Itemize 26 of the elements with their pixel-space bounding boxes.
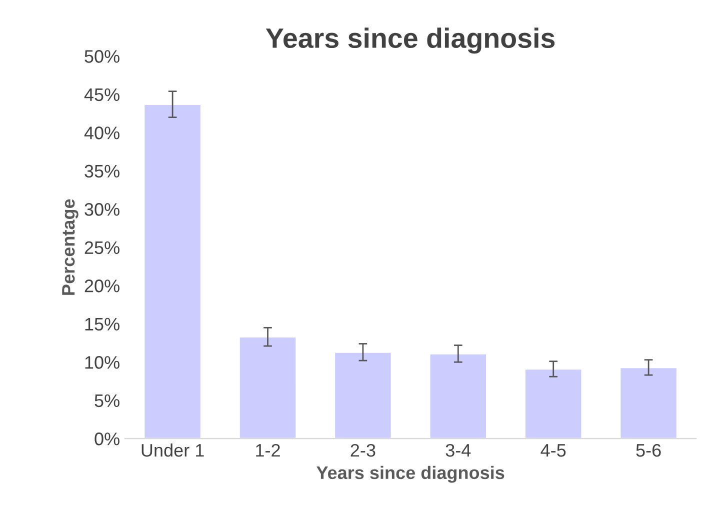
chart-title: Years since diagnosis xyxy=(266,28,555,54)
x-tick-label: 2-3 xyxy=(350,444,376,457)
y-tick-label: 10% xyxy=(85,356,120,369)
y-tick-label: 15% xyxy=(85,318,120,331)
x-tick-label: 4-5 xyxy=(540,444,566,457)
x-tick-label: Under 1 xyxy=(142,443,204,457)
bar xyxy=(524,368,583,439)
y-axis-title: Percentage xyxy=(62,199,78,295)
y-tick-label: 45% xyxy=(84,88,120,102)
y-tick-label: 30% xyxy=(84,203,120,216)
x-tick-label: 5-6 xyxy=(636,444,661,457)
y-tick-label: 5% xyxy=(94,394,120,408)
x-tick-label: 1-2 xyxy=(256,444,280,457)
y-tick-label: 25% xyxy=(84,241,120,254)
x-axis-title: Years since diagnosis xyxy=(316,466,504,483)
x-tick-label: 3-4 xyxy=(446,444,471,457)
y-tick-label: 0% xyxy=(94,432,120,446)
bar xyxy=(619,366,678,439)
y-tick-label: 40% xyxy=(84,126,120,140)
y-tick-label: 35% xyxy=(84,164,120,178)
y-tick-label: 50% xyxy=(84,50,120,63)
bar xyxy=(334,351,392,439)
bar xyxy=(143,104,202,439)
y-tick-label: 20% xyxy=(84,280,120,292)
bar xyxy=(238,336,298,439)
bar xyxy=(428,352,488,439)
